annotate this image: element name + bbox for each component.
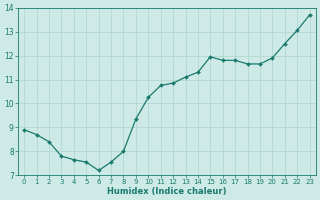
X-axis label: Humidex (Indice chaleur): Humidex (Indice chaleur) (107, 187, 227, 196)
